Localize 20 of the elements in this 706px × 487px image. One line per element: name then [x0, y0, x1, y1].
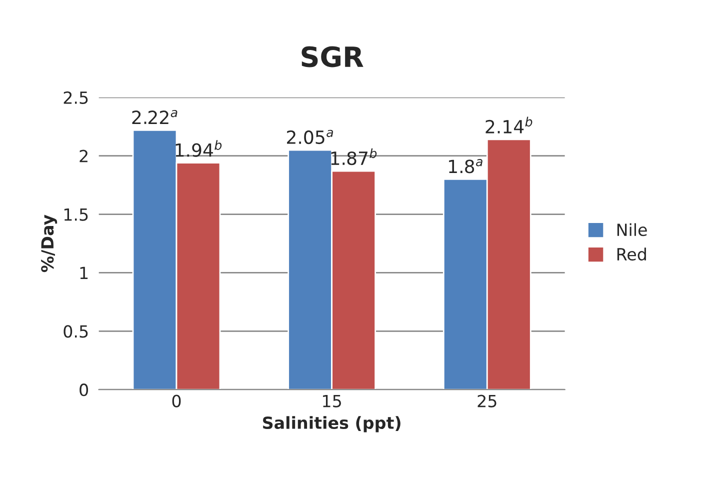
- x-tick-label: 15: [323, 394, 341, 408]
- y-tick-label: 0: [80, 384, 88, 396]
- y-tick-label: 1.5: [64, 208, 88, 221]
- legend-label: Nile: [617, 223, 647, 236]
- data-label: 2.05$^{a}$: [287, 130, 333, 144]
- y-tick-label: 1: [80, 266, 88, 280]
- legend-label: Red: [617, 248, 646, 261]
- y-tick-label: 2.5: [64, 91, 88, 104]
- data-label: 1.8$^{a}$: [449, 159, 482, 174]
- chart-title: SGR: [302, 46, 364, 68]
- x-tick-label: 0: [172, 394, 181, 408]
- data-label: 1.87$^{b}$: [331, 148, 377, 166]
- x-axis-title: Salinities (ppt): [263, 416, 400, 432]
- y-axis-title: %/Day: [41, 214, 58, 272]
- x-tick-label: 25: [478, 394, 496, 408]
- y-tick-label: 0.5: [64, 325, 88, 338]
- data-label: 2.14$^{b}$: [486, 116, 532, 134]
- data-label: 1.94$^{b}$: [176, 140, 222, 157]
- y-tick-label: 2: [80, 150, 88, 162]
- data-label: 2.22$^{a}$: [132, 110, 178, 124]
